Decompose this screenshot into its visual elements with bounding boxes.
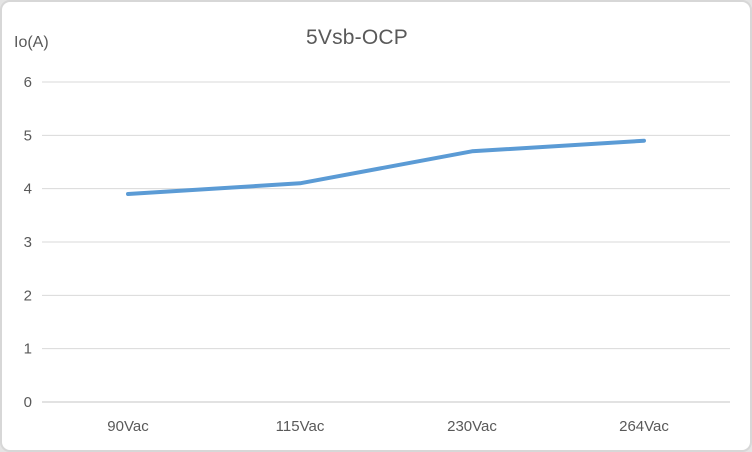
y-tick-label: 2 — [24, 287, 32, 304]
x-tick-label: 264Vac — [619, 418, 669, 435]
x-tick-label: 90Vac — [107, 418, 149, 435]
y-tick-label: 1 — [24, 341, 32, 358]
chart-title: 5Vsb-OCP — [306, 26, 408, 49]
x-tick-label: 230Vac — [447, 418, 497, 435]
y-tick-label: 4 — [24, 181, 32, 198]
y-axis-label: Io(A) — [14, 34, 49, 51]
data-series-line — [126, 138, 646, 196]
y-tick-label: 6 — [24, 74, 32, 91]
x-tick-label: 115Vac — [276, 418, 325, 435]
y-tick-label: 5 — [24, 127, 32, 144]
y-tick-label: 0 — [24, 394, 32, 411]
y-tick-label: 3 — [24, 234, 32, 251]
